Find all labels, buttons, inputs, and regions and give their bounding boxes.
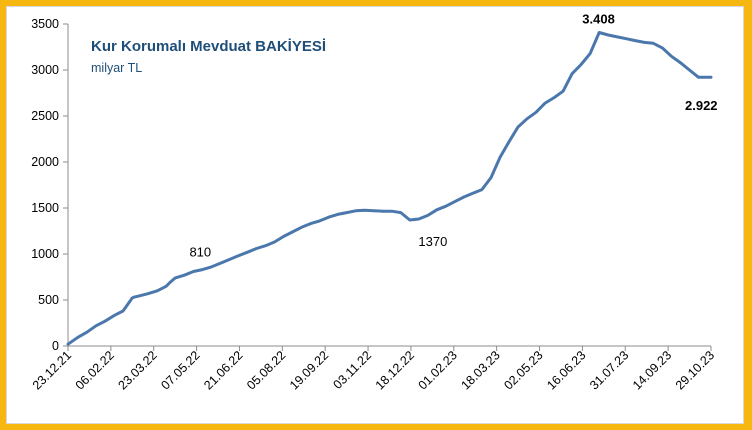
y-tick-labels: 0 500 1000 1500 2000 2500 3000 3500 bbox=[31, 17, 59, 353]
chart-subtitle: milyar TL bbox=[91, 61, 142, 75]
data-label: 810 bbox=[189, 244, 211, 259]
y-tick-label: 0 bbox=[52, 339, 59, 353]
x-tick-label: 07.05.22 bbox=[158, 348, 202, 392]
x-tick-label: 18.03.23 bbox=[458, 348, 502, 392]
x-tick-label: 19.09.22 bbox=[287, 348, 331, 392]
y-tick-label: 2500 bbox=[31, 109, 59, 123]
x-tick-label: 16.06.23 bbox=[544, 348, 588, 392]
x-tick-label: 03.11.22 bbox=[331, 348, 375, 392]
x-tick-label: 18.12.22 bbox=[373, 348, 417, 392]
chart-title: Kur Korumalı Mevduat BAKİYESİ bbox=[91, 38, 326, 55]
x-tick-label: 23.12.21 bbox=[30, 348, 74, 392]
line-chart: 0 500 1000 1500 2000 2500 3000 3500 23.12.2106.… bbox=[30, 11, 718, 392]
x-tick-label: 29.10.23 bbox=[673, 348, 717, 392]
axes bbox=[63, 23, 712, 351]
data-label: 1370 bbox=[418, 234, 447, 249]
x-tick-label: 14.09.23 bbox=[630, 348, 674, 392]
y-tick-label: 2000 bbox=[31, 155, 59, 169]
y-tick-label: 1500 bbox=[31, 201, 59, 215]
data-label: 2.922 bbox=[685, 98, 718, 113]
series-group bbox=[66, 31, 713, 346]
x-tick-label: 21.06.22 bbox=[201, 348, 245, 392]
x-tick-label: 01.02.23 bbox=[416, 348, 460, 392]
annotations: 810 1370 3.408 2.922 bbox=[189, 11, 717, 259]
x-tick-label: 02.05.23 bbox=[501, 348, 545, 392]
x-tick-label: 05.08.22 bbox=[244, 348, 288, 392]
y-tick-label: 1000 bbox=[31, 247, 59, 261]
x-tick-label: 31.07.23 bbox=[587, 348, 631, 392]
y-tick-label: 3000 bbox=[31, 63, 59, 77]
y-tick-label: 3500 bbox=[31, 17, 59, 31]
x-tick-label: 23.03.22 bbox=[116, 348, 160, 392]
y-tick-label: 500 bbox=[38, 293, 59, 307]
x-tick-label: 06.02.22 bbox=[73, 348, 117, 392]
chart-frame: 0 500 1000 1500 2000 2500 3000 3500 23.12.21 06.… bbox=[6, 6, 744, 424]
x-tick-labels: 23.12.2106.02.2223.03.2207.05.2221.06.22… bbox=[30, 348, 717, 392]
series-line bbox=[66, 31, 713, 346]
data-label: 3.408 bbox=[582, 11, 615, 26]
